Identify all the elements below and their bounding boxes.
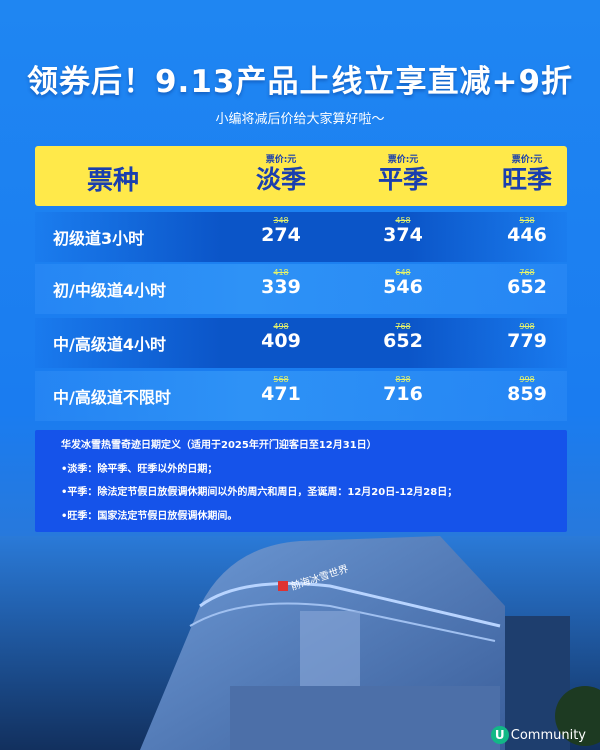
price-cell: 498 409 <box>241 322 321 351</box>
price-cell: 838 716 <box>363 375 443 404</box>
season-label: 旺季 <box>501 165 552 194</box>
info-line: •旺季：国家法定节假日放假调休期间。 <box>61 510 238 522</box>
original-price: 538 <box>519 216 535 225</box>
discount-price: 374 <box>383 224 423 246</box>
table-header: 票种 票价:元 淡季 票价:元 平季 票价:元 旺季 <box>35 146 567 206</box>
header-season: 票价:元 旺季 <box>487 152 567 195</box>
original-price: 768 <box>519 268 535 277</box>
ticket-name: 中/高级道不限时 <box>53 388 171 407</box>
original-price: 498 <box>273 322 289 331</box>
original-price: 998 <box>519 375 535 384</box>
original-price: 458 <box>395 216 411 225</box>
discount-price: 779 <box>507 330 547 352</box>
price-cell: 348 274 <box>241 216 321 245</box>
watermark-text: Community <box>510 727 586 743</box>
original-price: 908 <box>519 322 535 331</box>
discount-price: 339 <box>261 276 301 298</box>
discount-price: 546 <box>383 276 423 298</box>
unit-label: 票价:元 <box>511 155 543 165</box>
discount-price: 274 <box>261 224 301 246</box>
price-cell: 648 546 <box>363 268 443 297</box>
discount-price: 859 <box>507 383 547 405</box>
price-cell: 908 779 <box>487 322 567 351</box>
price-cell: 998 859 <box>487 375 567 404</box>
price-cell: 418 339 <box>241 268 321 297</box>
date-definition-box: 华发冰雪热雪奇迹日期定义（适用于2025年开门迎客日至12月31日） •淡季：除… <box>35 430 567 532</box>
table-row: 中/高级道4小时 498 409 768 652 908 779 <box>35 318 567 368</box>
header-season: 票价:元 平季 <box>363 152 443 195</box>
original-price: 838 <box>395 375 411 384</box>
price-cell: 538 446 <box>487 216 567 245</box>
discount-price: 652 <box>507 276 547 298</box>
page-title: 领券后！9.13产品上线立享直减+9折 <box>26 64 574 100</box>
original-price: 768 <box>395 322 411 331</box>
header-ticket-type: 票种 <box>87 166 140 196</box>
ticket-name: 初/中级道4小时 <box>53 281 166 300</box>
unit-label: 票价:元 <box>265 155 297 165</box>
discount-price: 409 <box>261 330 301 352</box>
info-line: •淡季：除平季、旺季以外的日期； <box>61 463 218 475</box>
season-label: 淡季 <box>255 165 306 194</box>
price-cell: 768 652 <box>363 322 443 351</box>
community-watermark: U Community <box>490 726 586 744</box>
ticket-name: 中/高级道4小时 <box>53 335 166 354</box>
price-cell: 458 374 <box>363 216 443 245</box>
unit-label: 票价:元 <box>387 155 419 165</box>
building-photo: 前海冰雪世界 U Community <box>0 536 600 750</box>
info-title: 华发冰雪热雪奇迹日期定义（适用于2025年开门迎客日至12月31日） <box>61 440 377 451</box>
table-row: 中/高级道不限时 568 471 838 716 998 859 <box>35 371 567 421</box>
header-season: 票价:元 淡季 <box>241 152 321 195</box>
discount-price: 716 <box>383 383 423 405</box>
info-line: •平季：除法定节假日放假调休期间以外的周六和周日，圣诞周：12月20日-12月2… <box>61 487 458 498</box>
page-subtitle: 小编将减后价给大家算好啦～ <box>215 112 385 127</box>
original-price: 348 <box>273 216 289 225</box>
discount-price: 446 <box>507 224 547 246</box>
table-row: 初/中级道4小时 418 339 648 546 768 652 <box>35 264 567 314</box>
price-cell: 768 652 <box>487 268 567 297</box>
price-cell: 568 471 <box>241 375 321 404</box>
u-logo-icon: U <box>490 726 509 744</box>
table-row: 初级道3小时 348 274 458 374 538 446 <box>35 212 567 262</box>
original-price: 648 <box>395 268 411 277</box>
discount-price: 652 <box>383 330 423 352</box>
original-price: 418 <box>273 268 289 277</box>
season-label: 平季 <box>377 165 428 194</box>
original-price: 568 <box>273 375 289 384</box>
discount-price: 471 <box>261 383 301 405</box>
ticket-name: 初级道3小时 <box>53 229 145 248</box>
